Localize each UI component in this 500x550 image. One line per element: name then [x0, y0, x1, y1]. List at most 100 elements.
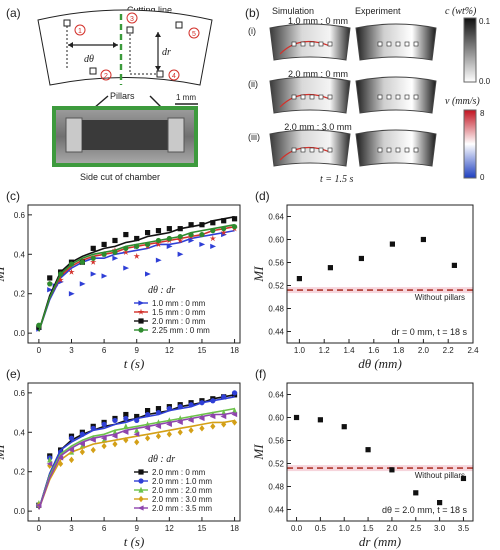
data-point-c-3-11 — [155, 237, 162, 244]
scale-bar-label: 1 mm — [176, 93, 196, 102]
legend-marker-c-0 — [138, 300, 145, 306]
y-tick-label-d-1: 0.48 — [268, 305, 284, 314]
panel-label-c: (c) — [6, 189, 20, 203]
exp-pillar-2-4 — [413, 147, 419, 153]
data-point-e-2-1 — [47, 456, 53, 463]
axes-frame-f — [286, 382, 474, 522]
sim-pillar-1-4 — [327, 94, 333, 100]
y-tick-label-e-2: 0.4 — [14, 428, 26, 437]
data-point-e-4-12 — [166, 421, 172, 427]
data-point-e-3-5 — [90, 446, 96, 454]
velocity-colorbar-title: v (mm/s) — [445, 96, 480, 107]
data-point-c-0-12 — [155, 257, 162, 263]
panel-label-b: (b) — [245, 6, 260, 20]
pillars-label: Pillars — [110, 91, 135, 101]
d-theta-label: dθ — [84, 54, 94, 65]
data-point-c-2-12 — [166, 226, 172, 232]
series-line-e-4 — [38, 411, 235, 510]
sim-pillar-2-0 — [291, 147, 297, 153]
x-tick-label-d-7: 2.4 — [467, 346, 479, 355]
y-tick-label-f-0: 0.44 — [268, 506, 284, 515]
data-point-e-3-14 — [188, 427, 194, 434]
data-point-c-3-13 — [177, 233, 183, 240]
data-point-e-4-17 — [220, 413, 227, 420]
data-point-c-3-0 — [36, 322, 42, 328]
pillar-number-4: 4 — [172, 73, 176, 80]
data-point-c-1-3 — [68, 268, 75, 275]
data-point-c-3-10 — [144, 241, 151, 248]
data-point-f-0 — [293, 414, 300, 421]
data-point-c-1-9 — [133, 252, 140, 259]
data-point-e-3-11 — [155, 433, 162, 440]
y-tick-label-d-5: 0.64 — [268, 213, 284, 222]
data-point-c-2-5 — [90, 245, 96, 251]
legend-label-e-4: 2.0 mm : 3.5 mm — [152, 504, 212, 513]
y-tick-label-c-1: 0.2 — [14, 290, 26, 299]
data-point-c-1-13 — [176, 237, 184, 244]
sim-pillar-2-2 — [309, 147, 315, 153]
y-tick-label-d-3: 0.56 — [268, 259, 284, 268]
data-point-e-4-16 — [209, 413, 216, 420]
data-point-d-2 — [358, 255, 364, 262]
data-point-c-3-5 — [90, 255, 96, 261]
data-point-c-0-6 — [90, 271, 97, 277]
x-tick-label-e-3: 9 — [134, 524, 139, 533]
y-tick-label-f-3: 0.56 — [268, 437, 284, 446]
data-point-f-7 — [460, 475, 467, 482]
data-point-f-5 — [413, 490, 419, 496]
data-point-e-4-5 — [90, 437, 96, 443]
concentration-colorbar-title: c (wt%) — [445, 6, 477, 17]
data-point-e-4-1 — [46, 461, 53, 467]
row-label-0: (i) — [248, 26, 256, 36]
cutting-line-label: Cutting line — [127, 5, 172, 15]
data-point-c-3-2 — [58, 271, 64, 277]
data-point-c-2-14 — [188, 222, 194, 228]
data-point-c-0-5 — [79, 281, 86, 287]
row-ratio-1: 2.0 mm : 0 mm — [288, 69, 348, 79]
y-tick-label-d-0: 0.44 — [268, 328, 284, 337]
velocity-colorbar-max: 8 — [480, 109, 485, 118]
data-point-e-3-4 — [79, 448, 85, 456]
legend-label-e-1: 2.0 mm : 1.0 mm — [152, 477, 212, 486]
data-point-c-2-15 — [199, 222, 205, 228]
x-tick-label-e-5: 15 — [197, 524, 206, 533]
pillar-number-1: 1 — [78, 28, 82, 35]
data-point-e-4-4 — [79, 441, 85, 447]
data-point-c-3-15 — [199, 231, 205, 238]
data-point-c-3-14 — [188, 231, 194, 238]
data-point-c-0-9 — [123, 265, 130, 271]
data-point-d-1 — [327, 265, 333, 271]
data-point-e-3-16 — [210, 423, 216, 430]
data-point-e-3-10 — [144, 435, 151, 442]
data-point-e-4-6 — [100, 435, 107, 441]
legend-label-e-2: 2.0 mm : 2.0 mm — [152, 486, 212, 495]
pillar-number-3: 3 — [130, 16, 134, 23]
exp-pillar-2-2 — [395, 147, 401, 153]
y-tick-label-c-0: 0.0 — [14, 329, 26, 338]
y-tick-label-c-2: 0.4 — [14, 250, 26, 259]
legend-marker-c-2 — [138, 318, 144, 324]
row-ratio-0: 1.0 mm : 0 mm — [288, 16, 348, 26]
data-point-e-4-2 — [57, 455, 64, 461]
y-tick-label-f-2: 0.52 — [268, 460, 284, 469]
pillar-4 — [156, 70, 164, 78]
x-tick-label-c-0: 0 — [37, 346, 42, 355]
data-point-e-1-10 — [144, 411, 151, 418]
data-point-c-3-3 — [68, 261, 75, 267]
exp-pillar-1-0 — [377, 94, 383, 100]
legend-marker-e-2 — [138, 486, 144, 493]
data-point-e-1-6 — [101, 421, 107, 427]
row-label-2: (iii) — [248, 132, 260, 142]
data-point-e-3-8 — [123, 436, 129, 444]
data-point-c-2-1 — [47, 275, 53, 281]
data-point-e-4-14 — [187, 417, 194, 424]
x-tick-label-f-0: 0.0 — [291, 524, 303, 533]
data-point-c-2-6 — [101, 241, 107, 248]
pillar-1 — [63, 19, 71, 27]
data-point-c-3-12 — [166, 235, 172, 242]
annotation-f: dθ = 2.0 mm, t = 18 s — [382, 505, 468, 515]
data-point-c-2-17 — [221, 218, 227, 224]
legend-title-c: dθ : dr — [148, 285, 175, 296]
x-tick-label-f-6: 3.0 — [434, 524, 446, 533]
y-tick-label-d-4: 0.60 — [268, 236, 284, 245]
